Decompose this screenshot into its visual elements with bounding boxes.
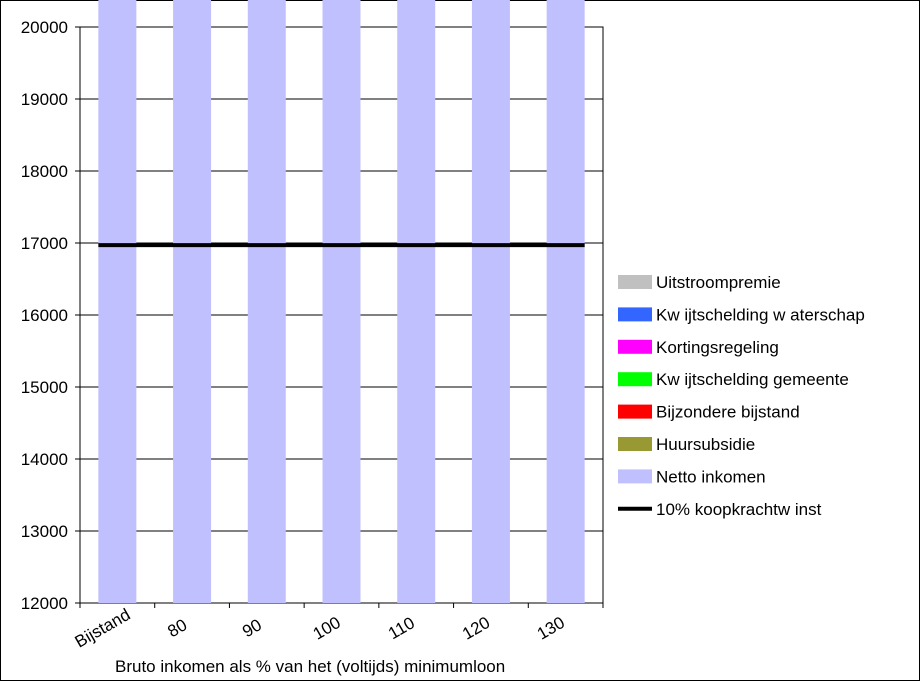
x-tick-label: 80 (164, 615, 190, 641)
x-tick-label: 90 (239, 615, 265, 641)
x-tick-label: 130 (534, 613, 568, 644)
legend-swatch (618, 339, 652, 354)
x-tick-label: 120 (459, 613, 493, 644)
y-tick-label: 13000 (21, 522, 68, 541)
bar-segment (173, 0, 212, 603)
legend-label: Uitstroompremie (656, 273, 781, 292)
bar-segment (322, 0, 361, 603)
y-tick-label: 12000 (21, 594, 68, 613)
legend-swatch (618, 469, 652, 484)
y-tick-label: 14000 (21, 450, 68, 469)
bar-segment (247, 0, 286, 603)
y-tick-label: 19000 (21, 90, 68, 109)
legend-label: Bijzondere bijstand (656, 403, 800, 422)
legend-label: 10% koopkrachtw inst (656, 500, 822, 519)
y-tick-label: 17000 (21, 234, 68, 253)
bar-segment (546, 0, 585, 603)
y-tick-label: 16000 (21, 306, 68, 325)
bars (98, 0, 585, 603)
y-tick-label: 20000 (21, 18, 68, 37)
bar-segment (471, 0, 510, 603)
legend-label: Kortingsregeling (656, 338, 779, 357)
legend-swatch (618, 275, 652, 289)
legend-label: Netto inkomen (656, 467, 766, 486)
x-tick-label: 110 (385, 613, 418, 643)
legend-swatch (618, 307, 652, 322)
legend-swatch (618, 372, 652, 387)
y-axis-ticks: 12000 13000 14000 15000 16000 17000 18000 19000… (21, 18, 80, 613)
x-tick-label: 100 (310, 613, 344, 644)
legend-swatch (618, 437, 652, 451)
legend-label: Huursubsidie (656, 435, 755, 454)
legend-label: Kw ijtschelding gemeente (656, 370, 849, 389)
x-axis-ticks: Bijstand 80 90 100 110 120 130 (72, 603, 604, 652)
legend-swatch (618, 404, 652, 419)
x-axis-label: Bruto inkomen als % van het (voltijds) m… (115, 657, 505, 676)
legend-label: Kw ijtschelding w aterschap (656, 305, 865, 324)
bar-segment (397, 0, 436, 603)
bar-segment (98, 0, 137, 603)
x-tick-label: Bijstand (72, 605, 134, 652)
y-tick-label: 15000 (21, 378, 68, 397)
legend: Uitstroompremie Kw ijtschelding w atersch… (618, 273, 865, 519)
y-tick-label: 18000 (21, 162, 68, 181)
